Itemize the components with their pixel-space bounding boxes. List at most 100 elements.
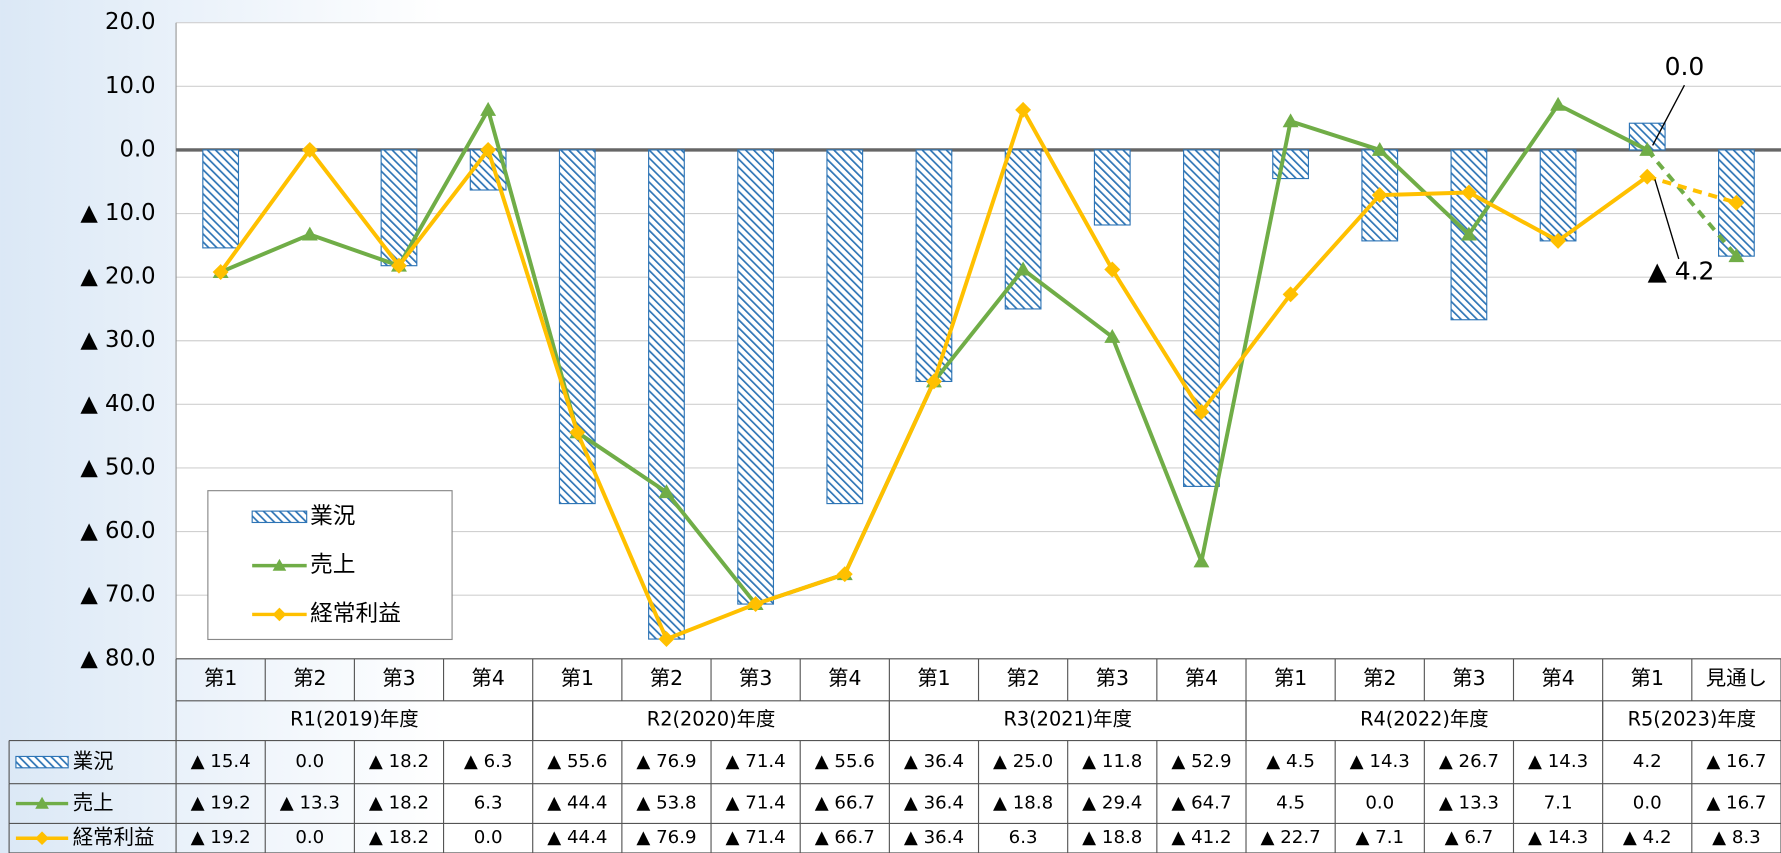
table-value: ▲ 18.2 xyxy=(369,751,429,772)
x-tick-label: 見通し xyxy=(1706,666,1767,690)
legend-swatch xyxy=(15,755,69,769)
table-value: ▲ 4.5 xyxy=(1266,751,1315,772)
table-value: 6.3 xyxy=(474,793,503,814)
x-tick-label: 第3 xyxy=(1452,666,1485,690)
x-tick-label: 第3 xyxy=(382,666,415,690)
table-value: ▲ 6.7 xyxy=(1445,827,1494,848)
y-tick-label: ▲ 80.0 xyxy=(80,645,155,671)
legend-marker xyxy=(35,831,49,846)
table-value: ▲ 66.7 xyxy=(815,793,875,814)
legend-marker xyxy=(35,796,49,809)
bar xyxy=(202,149,240,249)
table-value: ▲ 18.2 xyxy=(369,793,429,814)
table-value: ▲ 4.2 xyxy=(1623,827,1672,848)
marker xyxy=(391,257,407,274)
table-value: 7.1 xyxy=(1544,793,1573,814)
bar xyxy=(826,149,864,505)
legend-marker xyxy=(272,607,287,622)
table-value: 0.0 xyxy=(474,827,503,848)
marker xyxy=(836,566,853,583)
table-value: ▲ 19.2 xyxy=(191,793,251,814)
marker xyxy=(658,631,675,648)
marker xyxy=(1015,261,1032,276)
table-value: ▲ 25.0 xyxy=(993,751,1053,772)
table-value: ▲ 18.8 xyxy=(1082,827,1142,848)
table-value: ▲ 52.9 xyxy=(1171,751,1231,772)
marker xyxy=(480,101,497,116)
x-tick-label: 第2 xyxy=(650,666,683,690)
x-tick-label: 第1 xyxy=(1631,666,1664,690)
table-value: ▲ 7.1 xyxy=(1355,827,1404,848)
marker xyxy=(1282,286,1299,303)
y-tick-label: ▲ 20.0 xyxy=(80,264,155,290)
x-tick-label: 第2 xyxy=(1006,666,1039,690)
x-tick-label: 第3 xyxy=(739,666,772,690)
bar xyxy=(558,149,596,505)
table-value: ▲ 64.7 xyxy=(1171,793,1231,814)
marker xyxy=(925,373,942,390)
row-label: 経常利益 xyxy=(73,825,155,849)
bar xyxy=(1093,149,1131,226)
legend-label: 経常利益 xyxy=(310,601,401,627)
marker xyxy=(1639,141,1656,156)
table-value: ▲ 44.4 xyxy=(547,827,607,848)
marker xyxy=(1104,328,1121,343)
marker xyxy=(1193,553,1210,568)
x-tick-label: 第4 xyxy=(1541,666,1574,690)
y-tick-label: ▲ 50.0 xyxy=(80,454,155,480)
annotation: ▲ 4.2 xyxy=(1648,257,1715,286)
table-value: ▲ 55.6 xyxy=(815,751,875,772)
table-value: 0.0 xyxy=(295,827,324,848)
table-value: ▲ 22.7 xyxy=(1261,827,1321,848)
legend-swatch xyxy=(251,510,308,524)
x-tick-label: 第3 xyxy=(1096,666,1129,690)
marker xyxy=(1728,194,1745,211)
group-label: R5(2023)年度 xyxy=(1628,708,1756,731)
bar xyxy=(648,149,685,640)
table-value: ▲ 76.9 xyxy=(636,827,696,848)
table-value: ▲ 19.2 xyxy=(191,827,251,848)
marker xyxy=(569,424,586,441)
table-value: 0.0 xyxy=(295,751,324,772)
marker xyxy=(1550,232,1567,249)
table-value: ▲ 8.3 xyxy=(1712,827,1761,848)
y-tick-label: ▲ 70.0 xyxy=(80,582,155,608)
y-tick-label: ▲ 60.0 xyxy=(80,518,155,544)
y-tick-label: 0.0 xyxy=(120,136,156,162)
bar xyxy=(1718,149,1755,257)
x-tick-label: 第1 xyxy=(561,666,594,690)
table-value: ▲ 36.4 xyxy=(904,793,964,814)
table-value: ▲ 14.3 xyxy=(1528,751,1588,772)
line-forecast xyxy=(1645,148,1738,258)
table-value: ▲ 66.7 xyxy=(815,827,875,848)
table-value: ▲ 18.2 xyxy=(369,827,429,848)
table-value: ▲ 6.3 xyxy=(464,751,513,772)
table-value: 0.0 xyxy=(1633,793,1662,814)
table-value: ▲ 71.4 xyxy=(726,751,786,772)
x-tick-label: 第4 xyxy=(471,666,504,690)
table-value: ▲ 36.4 xyxy=(904,751,964,772)
table-value: ▲ 71.4 xyxy=(726,827,786,848)
y-tick-label: 10.0 xyxy=(105,73,156,99)
table-value: ▲ 14.3 xyxy=(1528,827,1588,848)
table-value: ▲ 26.7 xyxy=(1439,751,1499,772)
marker xyxy=(1550,96,1567,111)
table-value: 4.5 xyxy=(1276,793,1305,814)
table-value: ▲ 53.8 xyxy=(636,793,696,814)
row-label: 業況 xyxy=(73,749,114,773)
y-tick-label: ▲ 10.0 xyxy=(80,200,155,226)
annotation-leader xyxy=(1654,179,1680,260)
legend-label: 業況 xyxy=(310,503,355,529)
table-value: ▲ 16.7 xyxy=(1706,751,1766,772)
bar xyxy=(1183,149,1220,487)
table-value: 0.0 xyxy=(1365,793,1394,814)
table-value: ▲ 36.4 xyxy=(904,827,964,848)
annotation: 0.0 xyxy=(1665,52,1705,81)
x-tick-label: 第4 xyxy=(828,666,861,690)
table-value: ▲ 29.4 xyxy=(1082,793,1142,814)
marker xyxy=(1371,187,1388,204)
x-tick-label: 第1 xyxy=(1274,666,1307,690)
marker xyxy=(212,264,229,281)
